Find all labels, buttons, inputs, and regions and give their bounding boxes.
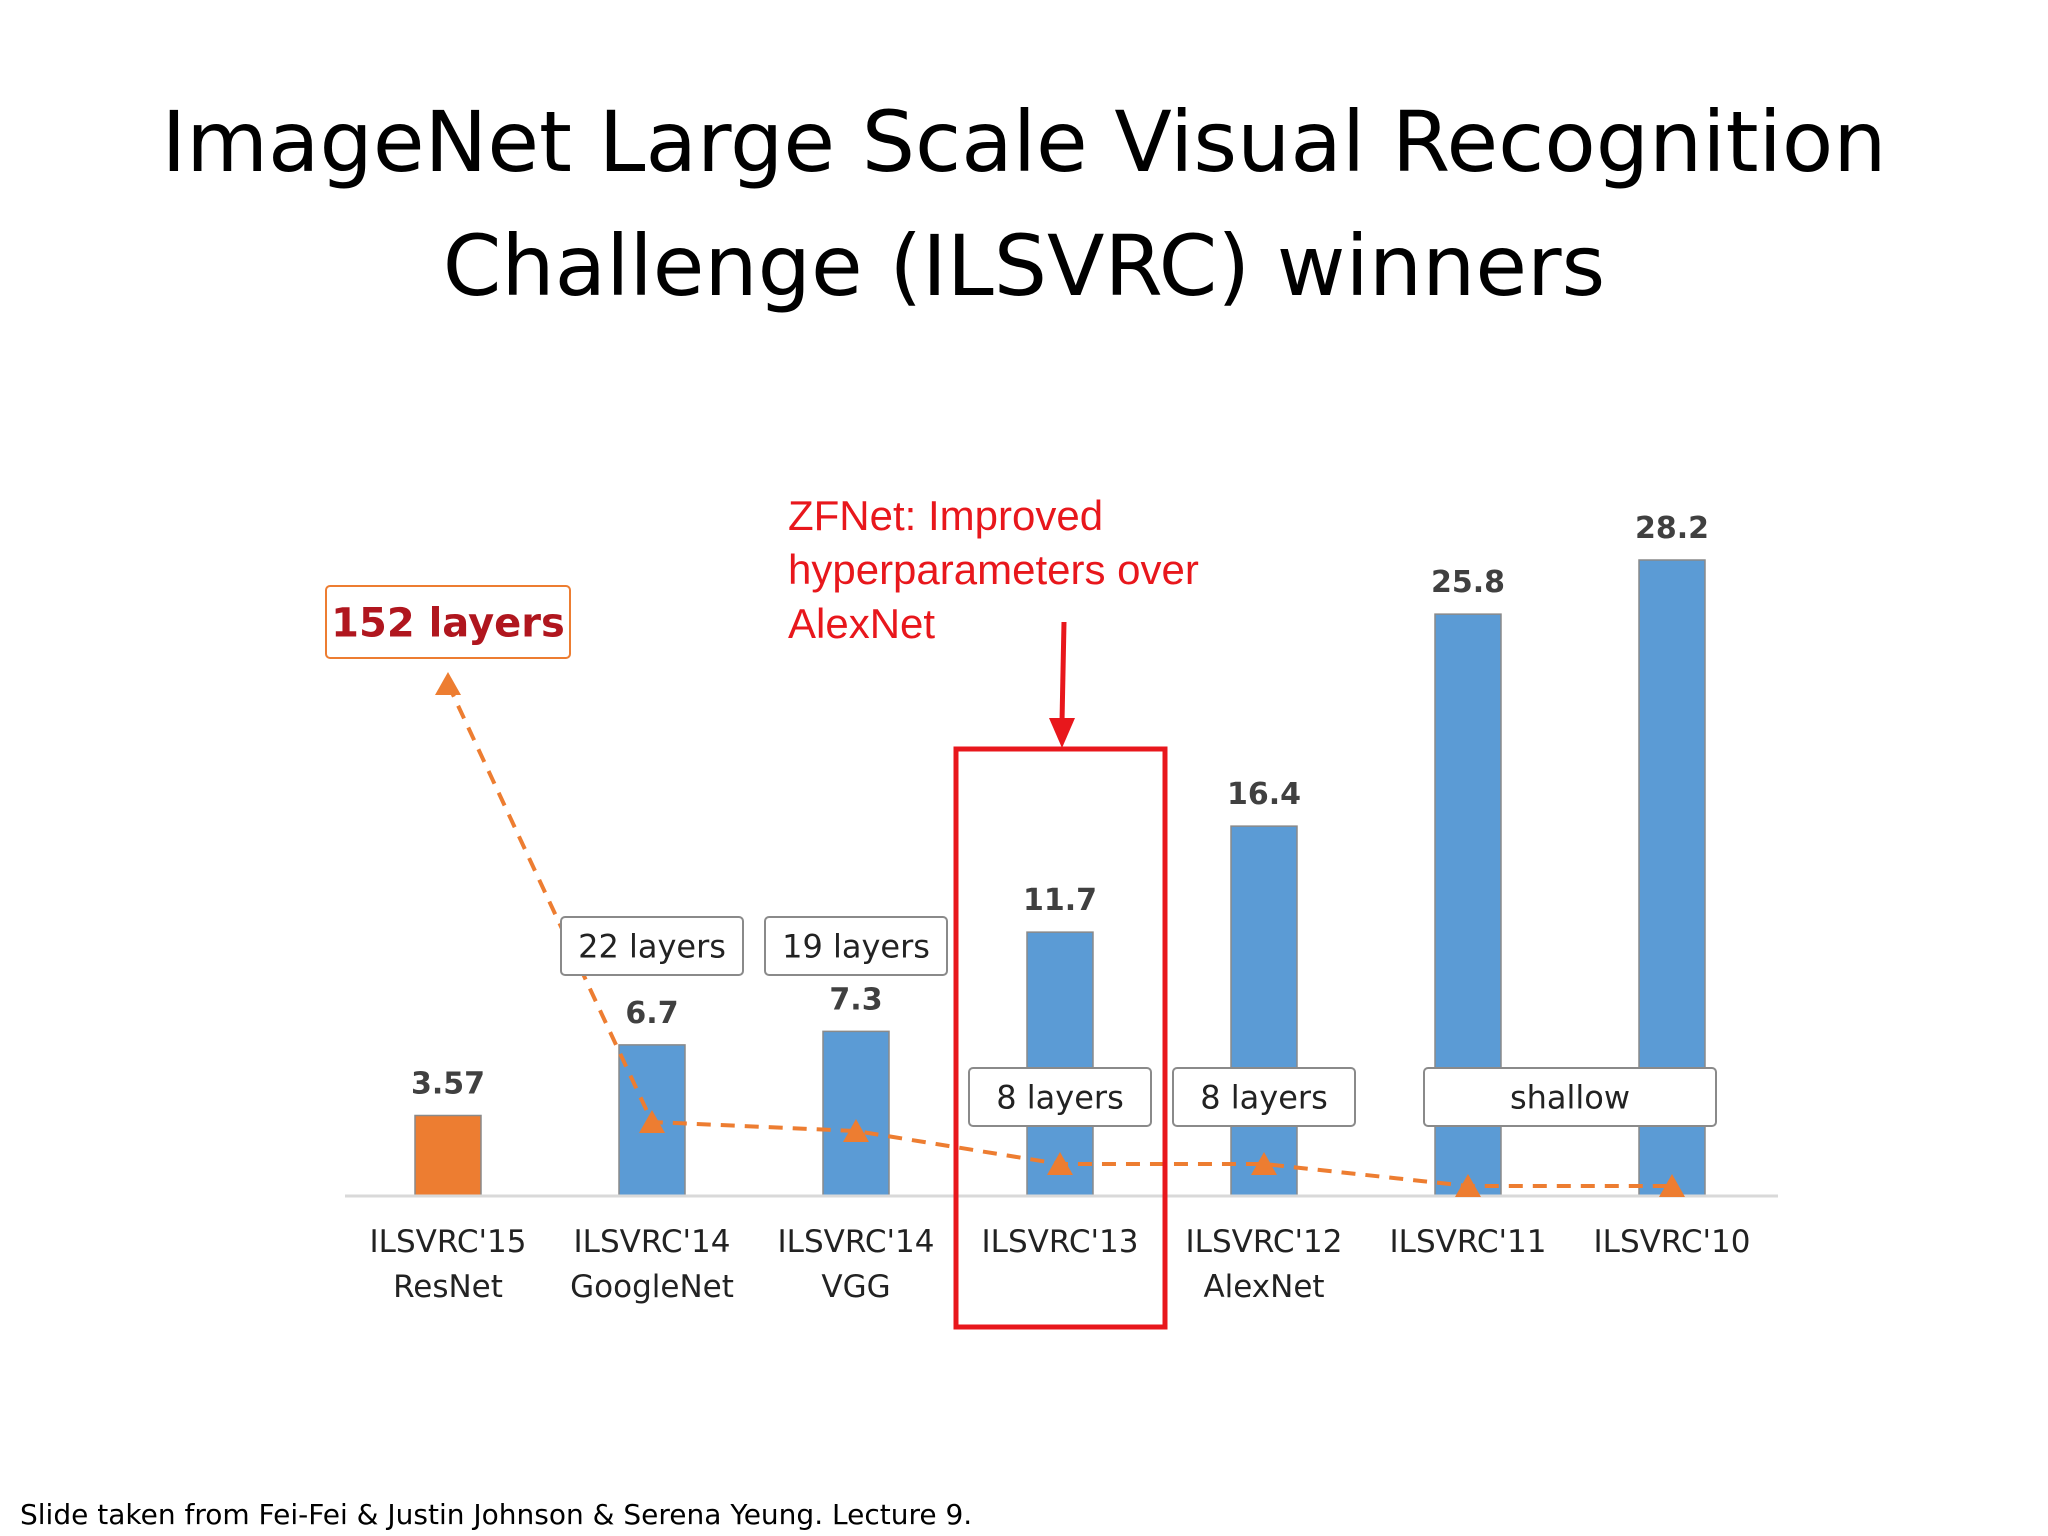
depth-marker bbox=[843, 1119, 869, 1142]
annotation-text-line: ZFNet: Improved bbox=[788, 492, 1103, 539]
category-label: ILSVRC'12 bbox=[1186, 1224, 1343, 1260]
annotation-arrow-shaft bbox=[1059, 621, 1067, 723]
depth-marker bbox=[435, 672, 461, 695]
category-label: VGG bbox=[821, 1269, 890, 1305]
value-label: 6.7 bbox=[625, 996, 678, 1031]
value-label: 25.8 bbox=[1431, 565, 1505, 600]
category-label: ILSVRC'10 bbox=[1594, 1224, 1751, 1260]
layer-label-box bbox=[1423, 1067, 1717, 1127]
bar bbox=[1230, 825, 1298, 1197]
footer-credit: Slide taken from Fei-Fei & Justin Johnso… bbox=[20, 1498, 973, 1531]
layer-label-box bbox=[560, 916, 744, 976]
value-label: 3.57 bbox=[411, 1066, 485, 1101]
value-label: 28.2 bbox=[1635, 511, 1709, 546]
slide-title: ImageNet Large Scale Visual Recognition … bbox=[0, 80, 2048, 328]
category-labels: ILSVRC'15 ResNet ILSVRC'14 GoogleNet ILSVRC'… bbox=[370, 1224, 1751, 1305]
layer-label-box bbox=[968, 1067, 1152, 1127]
category-label: AlexNet bbox=[1203, 1269, 1324, 1305]
category-label: ILSVRC'15 bbox=[370, 1224, 527, 1260]
annotation-arrow-head bbox=[1049, 718, 1075, 748]
value-label: 7.3 bbox=[829, 982, 882, 1017]
layer-label-emphasis: 152 layers bbox=[331, 600, 565, 646]
slide-title-line-2: Challenge (ILSVRC) winners bbox=[442, 217, 1606, 315]
category-label: GoogleNet bbox=[570, 1269, 734, 1305]
layer-label-box bbox=[764, 916, 948, 976]
category-label: ILSVRC'14 bbox=[574, 1224, 731, 1260]
category-label: ILSVRC'11 bbox=[1390, 1224, 1547, 1260]
zfnet-annotation: ZFNet: Improved hyperparameters over AlexN… bbox=[788, 492, 1199, 748]
layer-label: 8 layers bbox=[996, 1079, 1123, 1117]
annotation-text-line: AlexNet bbox=[788, 600, 935, 647]
layer-label: 22 layers bbox=[578, 928, 726, 966]
layer-labels: 152 layers 22 layers 19 layers 8 layers 8 la… bbox=[325, 585, 1717, 1127]
bar bbox=[822, 1030, 890, 1197]
depth-marker bbox=[1047, 1152, 1073, 1175]
value-labels: 3.57 6.7 7.3 11.7 16.4 25.8 28.2 bbox=[411, 511, 1709, 1101]
highlight-frame bbox=[953, 746, 1168, 1330]
category-label: ILSVRC'13 bbox=[982, 1224, 1139, 1260]
depth-marker bbox=[1659, 1174, 1685, 1197]
highlight bbox=[953, 746, 1168, 1330]
layer-label: shallow bbox=[1510, 1079, 1630, 1117]
bar bbox=[414, 1114, 482, 1197]
layer-label-box bbox=[325, 585, 571, 659]
depth-marker bbox=[1455, 1174, 1481, 1197]
value-label: 16.4 bbox=[1227, 777, 1301, 812]
depth-marker bbox=[639, 1110, 665, 1133]
value-label: 11.7 bbox=[1023, 883, 1097, 918]
layer-label: 8 layers bbox=[1200, 1079, 1327, 1117]
layer-label: 19 layers bbox=[782, 928, 930, 966]
category-label: ILSVRC'14 bbox=[778, 1224, 935, 1260]
slide-title-line-1: ImageNet Large Scale Visual Recognition bbox=[161, 93, 1887, 191]
category-label: ResNet bbox=[393, 1269, 503, 1305]
depth-series bbox=[435, 672, 1685, 1197]
depth-marker bbox=[1251, 1152, 1277, 1175]
layer-label-box bbox=[1172, 1067, 1356, 1127]
annotation-text-line: hyperparameters over bbox=[788, 546, 1199, 593]
